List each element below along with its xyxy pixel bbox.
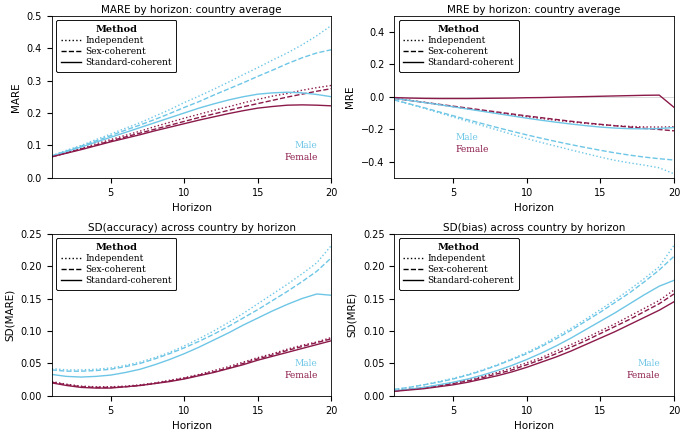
- Text: Male: Male: [295, 141, 318, 150]
- Text: Male: Male: [456, 133, 479, 142]
- X-axis label: Horizon: Horizon: [172, 203, 212, 213]
- Y-axis label: SD(MRE): SD(MRE): [347, 292, 358, 337]
- Legend: Independent, Sex-coherent, Standard-coherent: Independent, Sex-coherent, Standard-cohe…: [399, 238, 519, 290]
- Text: Male: Male: [295, 359, 318, 368]
- Text: Male: Male: [637, 359, 660, 368]
- Y-axis label: MARE: MARE: [11, 82, 21, 112]
- X-axis label: Horizon: Horizon: [172, 421, 212, 431]
- Text: Female: Female: [627, 371, 660, 380]
- Y-axis label: SD(MARE): SD(MARE): [5, 289, 15, 341]
- Legend: Independent, Sex-coherent, Standard-coherent: Independent, Sex-coherent, Standard-cohe…: [56, 20, 176, 72]
- Text: Female: Female: [456, 144, 489, 153]
- Y-axis label: MRE: MRE: [345, 85, 356, 108]
- X-axis label: Horizon: Horizon: [514, 203, 554, 213]
- Title: MRE by horizon: country average: MRE by horizon: country average: [447, 5, 621, 15]
- Title: MARE by horizon: country average: MARE by horizon: country average: [101, 5, 282, 15]
- Text: Female: Female: [284, 153, 318, 162]
- X-axis label: Horizon: Horizon: [514, 421, 554, 431]
- Title: SD(bias) across country by horizon: SD(bias) across country by horizon: [443, 223, 625, 233]
- Legend: Independent, Sex-coherent, Standard-coherent: Independent, Sex-coherent, Standard-cohe…: [399, 20, 519, 72]
- Title: SD(accuracy) across country by horizon: SD(accuracy) across country by horizon: [88, 223, 296, 233]
- Text: Female: Female: [284, 371, 318, 380]
- Legend: Independent, Sex-coherent, Standard-coherent: Independent, Sex-coherent, Standard-cohe…: [56, 238, 176, 290]
